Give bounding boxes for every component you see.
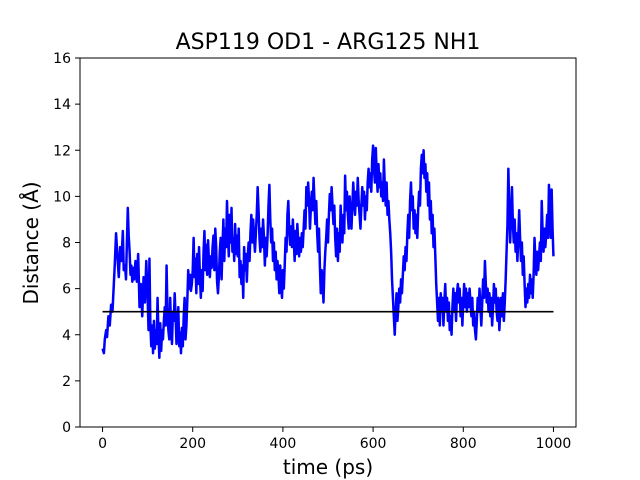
x-tick-label: 1000	[536, 436, 572, 452]
x-tick-label: 800	[450, 436, 477, 452]
x-axis-label: time (ps)	[283, 455, 373, 479]
x-axis: 0 200 400 600 800 1000	[98, 427, 571, 452]
y-tick-label: 6	[62, 282, 71, 298]
x-tick-label: 200	[179, 436, 206, 452]
y-tick-label: 4	[62, 328, 71, 344]
x-tick-label: 0	[98, 436, 107, 452]
chart-title: ASP119 OD1 - ARG125 NH1	[176, 30, 481, 55]
y-tick-label: 14	[53, 97, 71, 113]
y-tick-label: 12	[53, 143, 71, 159]
y-axis: 0 2 4 6 8 10 12 14 16	[53, 51, 80, 436]
distance-series-line	[101, 144, 555, 360]
y-tick-label: 8	[62, 236, 71, 252]
x-tick-label: 400	[270, 436, 297, 452]
series-layer	[101, 144, 555, 360]
y-tick-label: 0	[62, 420, 71, 436]
y-tick-label: 2	[62, 374, 71, 390]
x-tick-label: 600	[360, 436, 387, 452]
y-axis-label: Distance (Å)	[19, 181, 43, 304]
y-tick-label: 16	[53, 51, 71, 67]
y-tick-label: 10	[53, 189, 71, 205]
plot-area	[79, 57, 577, 428]
